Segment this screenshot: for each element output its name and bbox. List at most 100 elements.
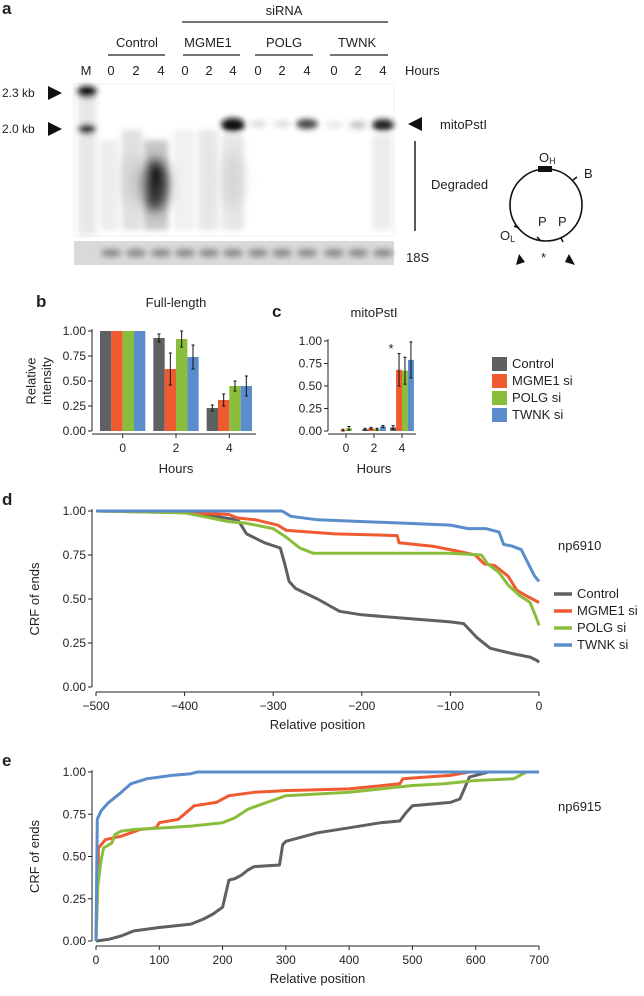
- mitopsti-band-label: mitoPstI: [440, 117, 487, 132]
- x-tick-label: −100: [437, 699, 464, 713]
- x-tick-label: 500: [402, 953, 422, 967]
- x-tick-label: 600: [466, 953, 486, 967]
- y-tick-label: 0.50: [63, 374, 87, 388]
- bar: [176, 339, 188, 431]
- loading-band: [248, 249, 268, 257]
- loading-control-label: 18S: [406, 250, 429, 265]
- bar: [229, 386, 241, 431]
- bar: [122, 331, 134, 431]
- legend-label: MGME1 si: [512, 373, 573, 388]
- panel-label: b: [36, 292, 46, 311]
- oh-label: OH: [539, 150, 556, 166]
- x-tick-label: 100: [149, 953, 169, 967]
- bar: [100, 331, 112, 431]
- mitopsti-arrow: [408, 117, 422, 131]
- bar: [164, 369, 176, 431]
- b-site-label: B: [584, 166, 593, 181]
- y-tick-label: 0.75: [299, 357, 323, 371]
- bar: [134, 331, 146, 431]
- x-tick-label: 0: [119, 441, 126, 455]
- size-marker-arrow-2-0kb: [48, 122, 62, 136]
- lane-hour-label: 0: [181, 63, 188, 78]
- northern-blot: [73, 83, 395, 237]
- loading-band: [324, 249, 344, 257]
- x-tick-label: 400: [339, 953, 359, 967]
- y-tick-label: 0.00: [63, 934, 87, 948]
- panel-e-chart: e 0.00 0.25 0.50 0.75 1.00 0 100 200 300 400 500 600…: [2, 751, 601, 986]
- lane-hour-label: 2: [205, 63, 212, 78]
- y-axis-label: CRF of ends: [27, 820, 42, 893]
- y-tick-label: 0.75: [63, 349, 87, 363]
- y-tick-label: 0.00: [63, 424, 87, 438]
- y-tick-label: 1.00: [63, 504, 87, 518]
- loading-band: [101, 249, 121, 257]
- series-line: [94, 770, 539, 942]
- chart-title: mitoPstI: [351, 305, 398, 320]
- x-tick-label: −500: [82, 699, 109, 713]
- chart-title: Full-length: [146, 295, 207, 310]
- sirna-label: siRNA: [266, 3, 303, 18]
- ol-tick: [513, 225, 520, 229]
- loading-band: [348, 249, 368, 257]
- plasmid-circle: [509, 168, 583, 242]
- x-axis-label: Relative position: [270, 717, 365, 732]
- legend-swatch: [492, 408, 507, 422]
- panel-c-chart: c mitoPstI 0.00 0.25 0.50 0.75 1.00 0 2 4 Hours *: [272, 302, 416, 476]
- legend-label: TWNK si: [577, 637, 628, 652]
- cut-arrow-left: [516, 254, 525, 265]
- lane-hour-label: 2: [132, 63, 139, 78]
- x-tick-label: 0: [343, 441, 350, 455]
- p1-site-tick: [536, 236, 541, 241]
- x-tick-label: 2: [371, 441, 378, 455]
- y-tick-label: 0.25: [299, 402, 323, 416]
- lane-hour-labels: 0 2 4 0 2 4 0 2 4 0 2 4: [107, 63, 386, 78]
- y-tick-label: 1.00: [63, 324, 87, 338]
- bar-legend: Control MGME1 si POLG si TWNK si: [492, 356, 573, 422]
- lane-hour-label: 4: [157, 63, 164, 78]
- bar: [240, 386, 252, 431]
- x-axis-label: Hours: [357, 461, 392, 476]
- lane-hour-label: 4: [303, 63, 310, 78]
- legend-label: MGME1 si: [577, 603, 638, 618]
- x-tick-label: 4: [399, 441, 406, 455]
- x-axis-label: Hours: [159, 461, 194, 476]
- x-tick-label: 0: [536, 699, 543, 713]
- y-tick-label: 0.50: [299, 379, 323, 393]
- loading-band: [151, 249, 171, 257]
- x-axis-label: Relative position: [270, 971, 365, 986]
- bar: [379, 426, 386, 431]
- legend-label: TWNK si: [512, 407, 563, 422]
- legend-swatch: [492, 374, 507, 388]
- panel-a: a siRNA Control MGME1 POLG TWNK M 0 2 4 0 2 4…: [2, 0, 593, 265]
- x-tick-label: 200: [213, 953, 233, 967]
- group-label-twnk: TWNK: [338, 35, 377, 50]
- y-tick-label: 0.25: [63, 636, 87, 650]
- sample-label: np6910: [558, 538, 601, 553]
- y-tick-label: 1.00: [63, 765, 87, 779]
- panel-d-chart: d 0.00 0.25 0.50 0.75 1.00 −500 −400 −300 −200 −10…: [2, 490, 638, 732]
- y-tick-label: 0.25: [63, 399, 87, 413]
- y-axis-label: CRF of ends: [27, 562, 42, 635]
- y-tick-label: 0.50: [63, 592, 87, 606]
- sample-label: np6915: [558, 799, 601, 814]
- y-tick-label: 0.00: [63, 680, 87, 694]
- panel-a-label: a: [2, 0, 12, 18]
- degraded-label: Degraded: [431, 177, 488, 192]
- x-tick-label: 700: [529, 953, 549, 967]
- panel-label: c: [272, 302, 281, 321]
- x-tick-label: 4: [226, 441, 233, 455]
- oh-origin-marker: [538, 166, 552, 172]
- legend-label: POLG si: [577, 620, 626, 635]
- lane-hour-label: 0: [254, 63, 261, 78]
- panel-label: d: [2, 490, 12, 509]
- y-tick-label: 0.75: [63, 548, 87, 562]
- bar: [407, 359, 414, 431]
- group-label-control: Control: [116, 35, 158, 50]
- bar: [111, 331, 123, 431]
- series-line: [94, 770, 539, 942]
- lane-hour-label: 4: [229, 63, 236, 78]
- series-line: [95, 509, 540, 604]
- bar: [402, 370, 408, 431]
- y-tick-label: 0.75: [63, 807, 87, 821]
